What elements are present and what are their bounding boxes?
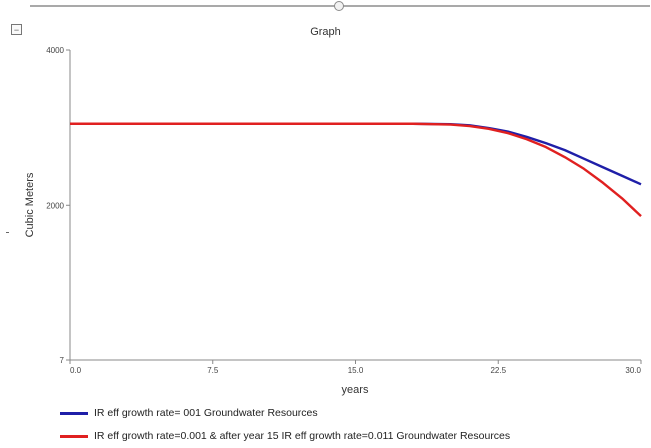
legend-item: IR eff growth rate= 001 Groundwater Reso… xyxy=(60,407,318,419)
legend-item: IR eff growth rate=0.001 & after year 15… xyxy=(60,430,510,442)
x-tick-label: 30.0 xyxy=(625,366,641,375)
top-slider[interactable] xyxy=(30,1,650,11)
legend-label: IR eff growth rate=0.001 & after year 15… xyxy=(94,430,511,442)
chart-axes xyxy=(69,50,641,361)
series-line-1 xyxy=(70,122,642,186)
series-layer xyxy=(70,122,642,218)
chart-plot: 0.0 7.5 15.0 22.5 30.0 4000 2000 7 xyxy=(46,46,642,375)
legend-swatch xyxy=(60,434,88,438)
y-tick-label: 7 xyxy=(60,356,65,365)
chart-title: Graph xyxy=(310,26,341,38)
legend-swatch xyxy=(60,411,88,415)
legend-label: IR eff growth rate= 001 Groundwater Reso… xyxy=(94,407,318,419)
x-tick-label: 0.0 xyxy=(70,366,82,375)
x-tick-label: 7.5 xyxy=(207,366,219,375)
minus-box-icon[interactable]: − xyxy=(11,24,22,35)
x-axis-label: years xyxy=(341,384,369,396)
series-line-2 xyxy=(70,122,642,218)
slider-knob-icon[interactable] xyxy=(334,1,344,11)
x-tick-label: 22.5 xyxy=(490,366,506,375)
y-tick-label: 4000 xyxy=(46,46,64,55)
tick-layer: 0.0 7.5 15.0 22.5 30.0 4000 2000 7 xyxy=(46,46,641,375)
x-tick-label: 15.0 xyxy=(348,366,364,375)
panel-edge-marker xyxy=(6,232,9,233)
y-tick-label: 2000 xyxy=(46,201,64,210)
